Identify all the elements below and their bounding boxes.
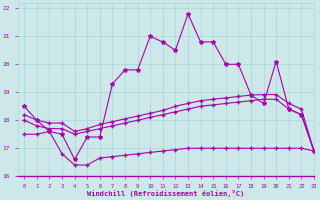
X-axis label: Windchill (Refroidissement éolien,°C): Windchill (Refroidissement éolien,°C) [87, 190, 244, 197]
